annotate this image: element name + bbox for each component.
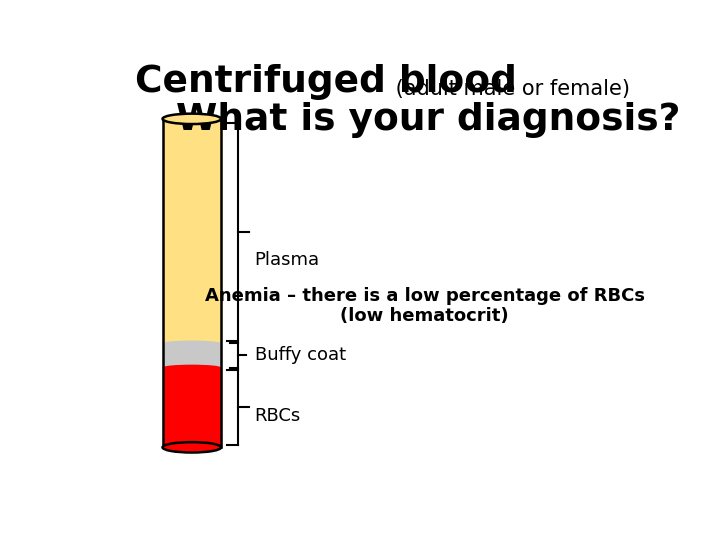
Ellipse shape bbox=[163, 442, 221, 453]
Text: Buffy coat: Buffy coat bbox=[255, 347, 346, 364]
Text: Anemia – there is a low percentage of RBCs
(low hematocrit): Anemia – there is a low percentage of RB… bbox=[204, 287, 645, 326]
Bar bbox=[163, 368, 221, 447]
Text: RBCs: RBCs bbox=[255, 407, 301, 425]
Ellipse shape bbox=[163, 364, 221, 370]
Ellipse shape bbox=[163, 341, 221, 346]
Ellipse shape bbox=[163, 113, 221, 124]
Text: Plasma: Plasma bbox=[255, 251, 320, 269]
Bar bbox=[163, 343, 221, 368]
Text: Centrifuged blood: Centrifuged blood bbox=[135, 64, 516, 100]
Bar bbox=[163, 119, 221, 447]
Bar bbox=[163, 119, 221, 343]
Text: What is your diagnosis?: What is your diagnosis? bbox=[176, 102, 681, 138]
Text: (adult male or female): (adult male or female) bbox=[389, 79, 629, 99]
